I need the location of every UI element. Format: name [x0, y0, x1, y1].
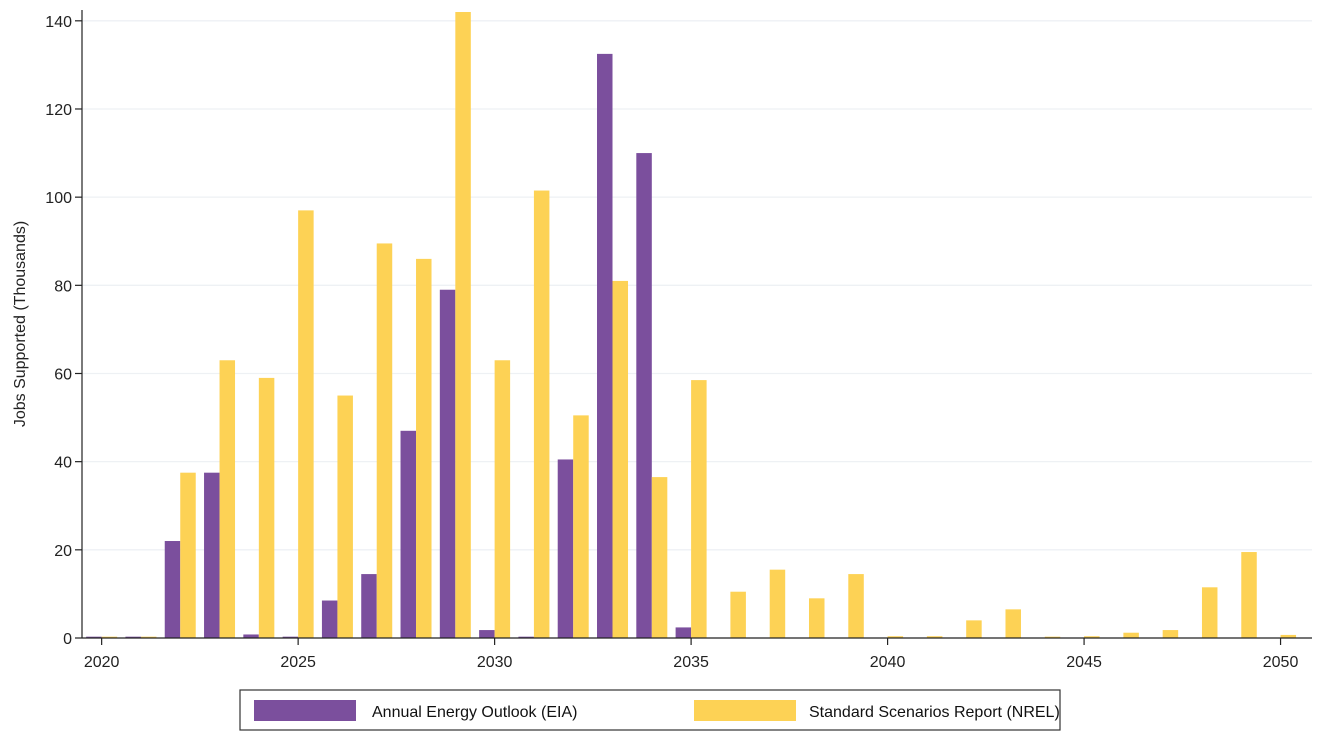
x-tick-label-2020: 2020	[84, 654, 120, 671]
y-tick-label-20: 20	[54, 543, 72, 560]
bar-eia-2023	[204, 473, 220, 638]
x-tick-label-2035: 2035	[673, 654, 709, 671]
bar-nrel-2043	[1005, 609, 1021, 638]
bar-nrel-2046	[1123, 633, 1139, 638]
bar-nrel-2024	[259, 378, 275, 638]
bar-nrel-2042	[966, 620, 982, 638]
bar-nrel-2047	[1163, 630, 1179, 638]
bar-eia-2030	[479, 630, 495, 638]
bar-eia-2032	[558, 459, 574, 638]
bar-eia-2029	[440, 290, 456, 638]
y-tick-label-40: 40	[54, 455, 72, 472]
bar-nrel-2032	[573, 415, 589, 638]
y-tick-label-80: 80	[54, 278, 72, 295]
x-tick-label-2040: 2040	[870, 654, 906, 671]
legend-swatch-nrel	[694, 700, 796, 721]
bar-nrel-2022	[180, 473, 196, 638]
y-tick-label-60: 60	[54, 366, 72, 383]
y-tick-label-100: 100	[45, 190, 72, 207]
bar-nrel-2033	[613, 281, 629, 638]
bar-nrel-2026	[337, 396, 353, 638]
legend-label-nrel: Standard Scenarios Report (NREL)	[809, 704, 1060, 721]
bar-nrel-2028	[416, 259, 432, 638]
bar-nrel-2025	[298, 210, 314, 638]
y-tick-label-0: 0	[63, 631, 72, 648]
bar-eia-2022	[165, 541, 181, 638]
bar-eia-2033	[597, 54, 613, 638]
bar-nrel-2029	[455, 12, 471, 638]
bar-eia-2027	[361, 574, 377, 638]
legend: Annual Energy Outlook (EIA) Standard Scen…	[240, 690, 1060, 730]
y-axis-title: Jobs Supported (Thousands)	[12, 221, 29, 427]
x-tick-label-2050: 2050	[1263, 654, 1299, 671]
legend-swatch-eia	[254, 700, 356, 721]
y-tick-label-120: 120	[45, 102, 72, 119]
bar-nrel-2036	[730, 592, 746, 638]
bar-nrel-2034	[652, 477, 668, 638]
bar-eia-2035	[676, 627, 692, 638]
bar-eia-2028	[401, 431, 417, 638]
bar-eia-2026	[322, 601, 338, 638]
bar-nrel-2035	[691, 380, 707, 638]
bar-nrel-2039	[848, 574, 864, 638]
bar-nrel-2048	[1202, 587, 1218, 638]
bars	[86, 12, 1296, 638]
x-tick-label-2025: 2025	[280, 654, 316, 671]
x-tick-label-2045: 2045	[1066, 654, 1102, 671]
bar-nrel-2038	[809, 598, 825, 638]
bar-nrel-2027	[377, 243, 393, 638]
y-tick-label-140: 140	[45, 14, 72, 31]
bar-nrel-2023	[220, 360, 236, 638]
bar-nrel-2030	[495, 360, 511, 638]
bar-nrel-2037	[770, 570, 786, 638]
bar-eia-2034	[636, 153, 652, 638]
bar-nrel-2031	[534, 191, 550, 638]
x-tick-label-2030: 2030	[477, 654, 513, 671]
legend-label-eia: Annual Energy Outlook (EIA)	[372, 704, 577, 721]
bar-nrel-2049	[1241, 552, 1257, 638]
